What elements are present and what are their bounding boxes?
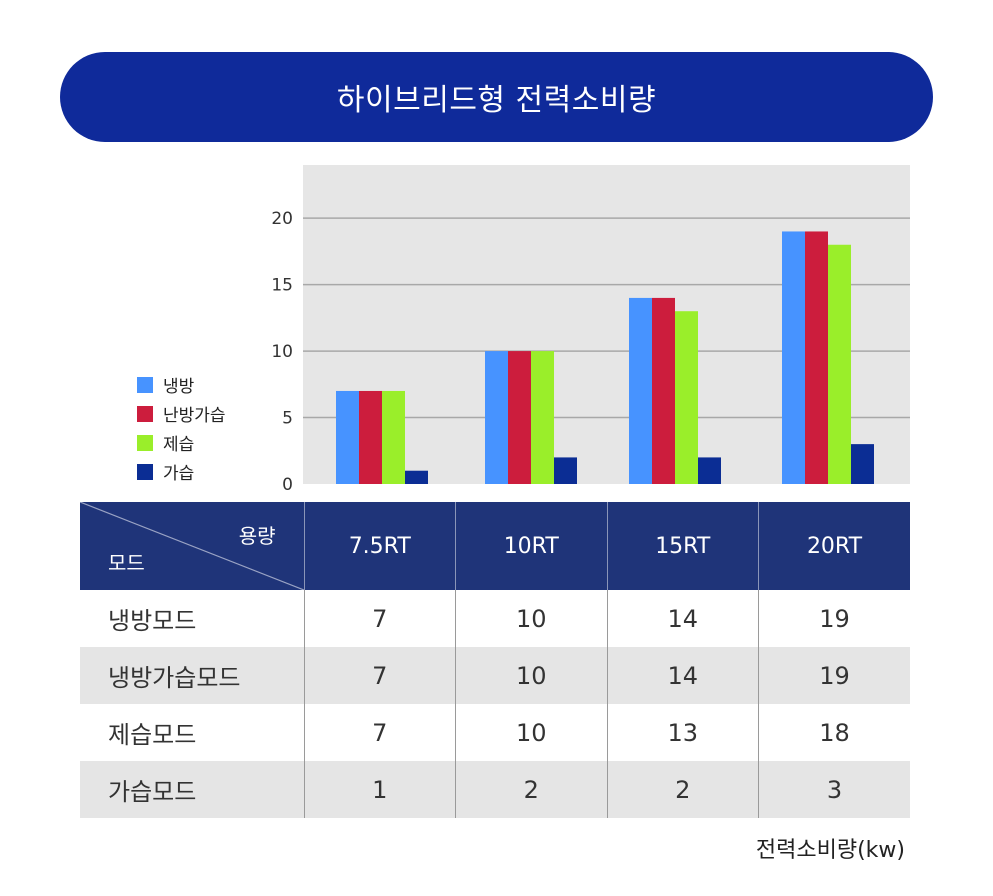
column-header: 20RT [758,502,910,590]
table-cell: 19 [758,590,910,647]
legend-label: 난방가습 [163,406,226,426]
legend-swatch [137,463,153,480]
title-banner: 하이브리드형 전력소비량 [60,52,933,142]
column-header: 10RT [455,502,608,590]
row-label: 제습모드 [80,704,305,761]
table-cell: 7 [304,704,456,761]
power-consumption-table: 용량 모드 7.5RT 10RT 15RT 20RT 냉방모드 7 10 14 … [80,502,910,818]
bar [508,351,531,484]
bar [405,470,428,484]
table-header-row: 용량 모드 7.5RT 10RT 15RT 20RT [80,502,910,590]
column-header: 15RT [607,502,759,590]
bar [336,390,359,484]
bar [359,390,382,484]
table-cell: 2 [455,761,608,818]
y-tick-label: 10 [271,342,293,362]
chart-legend: 냉방 난방가습 제습 가습 [137,370,226,486]
table-cell: 19 [758,647,910,704]
table-row: 냉방가습모드 7 10 14 19 [80,647,910,704]
column-header: 7.5RT [304,502,456,590]
bar [629,297,652,484]
row-label: 냉방가습모드 [80,647,305,704]
table-cell: 3 [758,761,910,818]
table-cell: 10 [455,590,608,647]
table-row: 제습모드 7 10 13 18 [80,704,910,761]
bar [698,457,721,484]
unit-note: 전력소비량(kw) [755,838,905,863]
header-capacity-label: 용량 [238,524,276,548]
legend-label: 가습 [163,464,195,484]
legend-item-dehumidify: 제습 [137,428,226,457]
legend-label: 냉방 [163,377,195,397]
legend-item-humidify: 가습 [137,457,226,486]
table-cell: 13 [607,704,759,761]
table-cell: 10 [455,647,608,704]
legend-item-cooling: 냉방 [137,370,226,399]
table-row: 냉방모드 7 10 14 19 [80,590,910,647]
table-cell: 7 [304,647,456,704]
table-cell: 7 [304,590,456,647]
header-mode-label: 모드 [108,551,145,575]
bar [652,297,675,484]
bar [531,351,554,484]
bar [485,351,508,484]
bar [782,231,805,484]
table-cell: 1 [304,761,456,818]
chart-title: 하이브리드형 전력소비량 [336,83,657,118]
table-cell: 14 [607,647,759,704]
table-cell: 10 [455,704,608,761]
row-label: 냉방모드 [80,590,305,647]
y-tick-label: 20 [271,209,293,229]
bar [382,390,405,484]
bar [675,311,698,484]
bar [554,457,577,484]
legend-swatch [137,434,153,451]
legend-swatch [137,376,153,393]
diagonal-divider [80,502,303,590]
bar [851,444,874,484]
y-tick-label: 5 [282,409,293,429]
y-tick-label: 0 [282,475,293,495]
bar [805,231,828,484]
table-cell: 14 [607,590,759,647]
legend-label: 제습 [163,435,195,455]
table-cell: 2 [607,761,759,818]
table-row: 가습모드 1 2 2 3 [80,761,910,818]
row-label: 가습모드 [80,761,305,818]
y-tick-label: 15 [271,276,293,296]
legend-item-heating-humidify: 난방가습 [137,399,226,428]
table-corner-header: 용량 모드 [80,502,305,590]
bar-chart: 0 5 10 15 20 [271,165,910,495]
bar [828,244,851,484]
table-cell: 18 [758,704,910,761]
legend-swatch [137,405,153,422]
